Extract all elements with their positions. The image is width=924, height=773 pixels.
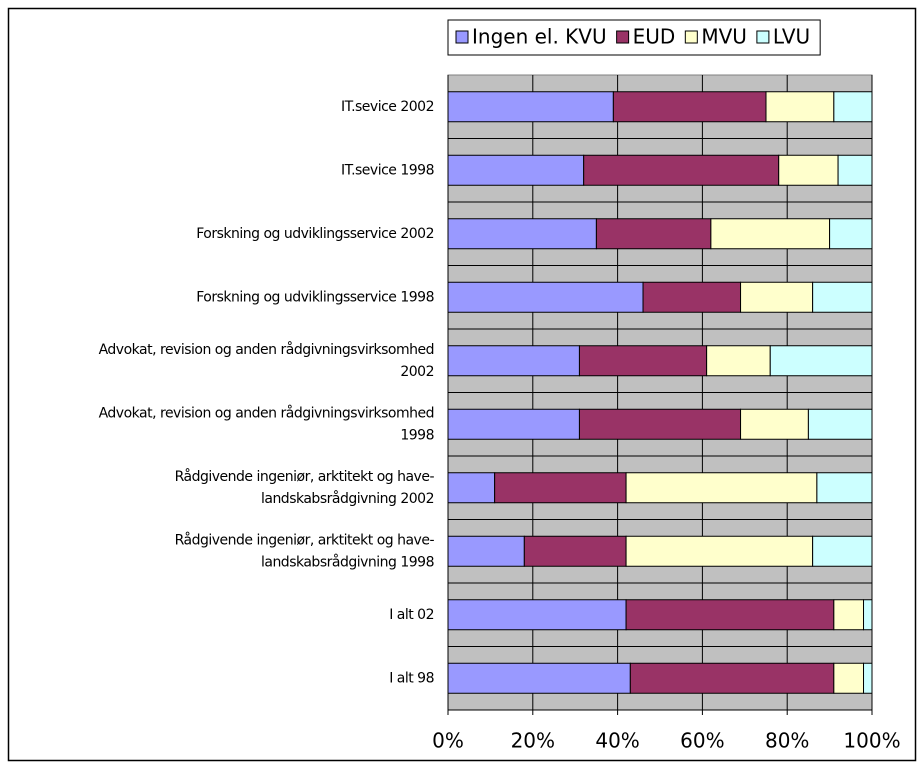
bar-segment (740, 408, 809, 440)
bar-segment (578, 345, 708, 377)
bar-segment (642, 281, 742, 313)
y-tick-label: Advokat, revision og anden rådgivningsvi… (99, 404, 434, 443)
x-tick-label: 80% (765, 729, 809, 753)
bar-segment (447, 345, 580, 377)
bar-segment (706, 345, 771, 377)
bar-segment (812, 535, 873, 567)
bar-segment (447, 218, 597, 250)
legend-label: MVU (701, 25, 747, 49)
bar-segment (447, 599, 627, 631)
bar-segment (494, 472, 627, 504)
bar-segment (625, 535, 814, 567)
bar-segment (765, 91, 835, 123)
legend-swatch (756, 30, 770, 44)
legend-swatch (684, 30, 698, 44)
bar-segment (523, 535, 627, 567)
legend-label: EUD (633, 25, 676, 49)
x-tick-label: 40% (595, 729, 639, 753)
bar-segment (837, 154, 873, 186)
bar-segment (740, 281, 814, 313)
legend-swatch (616, 30, 630, 44)
bar-segment (447, 281, 644, 313)
y-tick-label: IT.sevice 2002 (341, 99, 434, 115)
bar-segment (447, 91, 614, 123)
bar-segment (612, 91, 767, 123)
bar-segment (447, 662, 631, 694)
legend-label: LVU (773, 25, 810, 49)
bar-segment (447, 154, 585, 186)
bar-segment (595, 218, 712, 250)
x-tick-label: 20% (511, 729, 555, 753)
bar-segment (583, 154, 780, 186)
legend-swatch (455, 30, 469, 44)
y-tick-label: I alt 02 (389, 607, 434, 623)
bar-segment (447, 535, 525, 567)
bar-segment (829, 218, 873, 250)
y-tick-label: Rådgivende ingeniør, arktitekt og have-l… (175, 468, 435, 507)
y-tick-label: Advokat, revision og anden rådgivningsvi… (99, 341, 434, 380)
bar-segment (447, 472, 496, 504)
bar-segment (863, 662, 873, 694)
bar-segment (625, 599, 835, 631)
bar-segment (863, 599, 873, 631)
bar-segment (625, 472, 818, 504)
x-tick-label: 0% (432, 729, 464, 753)
bar-segment (833, 599, 865, 631)
bar-segment (769, 345, 873, 377)
x-tick-label: 60% (680, 729, 724, 753)
y-tick-label: IT.sevice 1998 (341, 162, 434, 178)
y-tick-label: Forskning og udviklingsservice 2002 (196, 226, 434, 242)
bar-segment (447, 408, 580, 440)
bar-segment (833, 662, 865, 694)
legend-label: Ingen el. KVU (472, 25, 607, 49)
bar-segment (833, 91, 873, 123)
bar-segment (578, 408, 742, 440)
x-tick-label: 100% (843, 729, 900, 753)
y-tick-label: Rådgivende ingeniør, arktitekt og have-l… (175, 531, 435, 570)
bar-segment (816, 472, 873, 504)
bar-segment (629, 662, 835, 694)
bar-segment (812, 281, 873, 313)
bar-segment (807, 408, 873, 440)
bar-segment (778, 154, 839, 186)
bar-segment (710, 218, 831, 250)
y-tick-label: I alt 98 (389, 670, 434, 686)
y-tick-label: Forskning og udviklingsservice 1998 (196, 289, 434, 305)
